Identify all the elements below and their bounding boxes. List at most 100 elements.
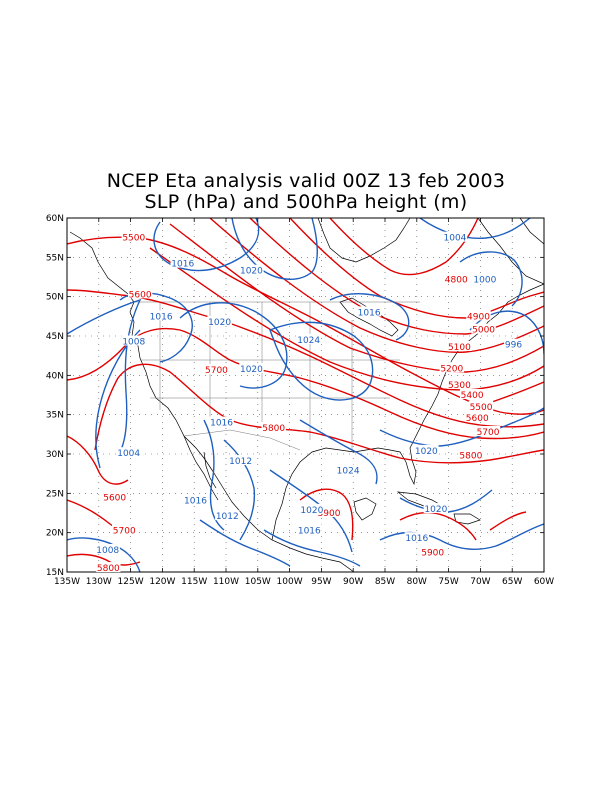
axis-ticks: 135W 130W 125W 120W 115W 110W 105W 100W 95W 90W 85… <box>46 214 554 587</box>
slp-contour-label-bg <box>215 510 240 521</box>
height-contour-label-bg <box>121 231 146 242</box>
height-contour-label-bg <box>465 411 490 422</box>
slp-contour-label: 1024 <box>337 467 360 477</box>
slp-contour-label: 1020 <box>300 506 323 516</box>
y-tick-label: 25N <box>46 489 64 499</box>
height-contour-label: 5600 <box>103 493 126 503</box>
slp-contour-label-bg <box>504 338 523 349</box>
slp-contour-label: 1016 <box>298 526 321 536</box>
x-tick-label: 115W <box>181 577 207 587</box>
x-tick-label: 100W <box>277 577 303 587</box>
slp-contour-label: 1020 <box>415 447 438 457</box>
x-tick-label: 60W <box>534 577 554 587</box>
height-contour-label-bg <box>459 389 485 399</box>
slp-contour-label-bg <box>183 494 208 505</box>
slp-1020-north <box>231 218 318 280</box>
slp-contour-label: 1020 <box>240 267 263 277</box>
y-tick-label: 15N <box>46 568 64 578</box>
height-contour-label-bg <box>420 546 445 557</box>
contour-5600-low <box>67 435 129 485</box>
y-tick-label: 40N <box>46 371 64 381</box>
height-contour-label: 5300 <box>448 381 471 391</box>
y-tick-label: 50N <box>46 293 64 303</box>
height-contour-label: 5500 <box>470 403 493 413</box>
slp-contour-label: 1008 <box>122 338 145 348</box>
slp-contour-label: 996 <box>505 341 522 351</box>
slp-contour-label-bg <box>228 455 253 466</box>
x-tick-label: 65W <box>502 577 522 587</box>
slp-contour-label: 1024 <box>297 336 320 346</box>
height-contour-label-bg <box>447 378 472 389</box>
slp-contour-label-bg <box>207 315 232 326</box>
height-contour-label: 5800 <box>262 424 285 434</box>
slp-1012-pac <box>199 519 291 567</box>
y-tick-label: 35N <box>46 411 64 421</box>
slp-contour-label: 1004 <box>444 234 467 244</box>
height-contour-label: 5600 <box>466 414 489 424</box>
height-contour-label: 5900 <box>318 509 341 519</box>
height-contour-label-bg <box>475 425 501 436</box>
labrador-coast <box>477 218 544 285</box>
slp-1016-lakes <box>329 293 410 341</box>
y-tick-label: 45N <box>46 332 64 342</box>
slp-1016-carib <box>263 529 361 567</box>
height-contour-label: 5500 <box>122 234 145 244</box>
slp-contour-label: 1020 <box>424 505 447 515</box>
contour-labels: 5500560057005800560057005800590059004800… <box>95 231 523 574</box>
slp-contour-label-bg <box>335 464 361 475</box>
slp-contour-label-bg <box>297 524 322 535</box>
height-contour-label: 5700 <box>477 428 500 438</box>
chart-title-line1: NCEP Eta analysis valid 00Z 13 feb 2003 <box>106 170 506 192</box>
x-tick-label: 120W <box>149 577 175 587</box>
slp-1024-central <box>269 321 374 401</box>
height-contour-label-bg <box>458 449 484 460</box>
height-contour-label-bg <box>96 562 121 573</box>
slp-contour-label: 1016 <box>150 312 173 322</box>
y-tick-label: 55N <box>46 253 64 263</box>
height-contour-label: 5700 <box>113 526 136 536</box>
slp-contour-label-bg <box>356 306 382 317</box>
height-contour-label: 5800 <box>97 564 120 574</box>
y-tick-label: 20N <box>46 529 64 539</box>
height-contour-label-bg <box>439 362 464 373</box>
x-tick-label: 105W <box>245 577 271 587</box>
x-tick-label: 80W <box>407 577 427 587</box>
contour-4900 <box>289 218 544 319</box>
contour-4800 <box>329 218 479 276</box>
slp-contour-label-bg <box>442 231 468 242</box>
slp-contour-label-bg <box>296 333 321 344</box>
political-borders <box>132 301 420 451</box>
x-tick-label: 95W <box>311 577 331 587</box>
north-america-west-coast <box>69 231 355 572</box>
height-contour-label-bg <box>261 422 286 433</box>
slp-contour-label-bg <box>423 503 449 514</box>
slp-1012-mex <box>223 439 256 541</box>
hudson-bay <box>317 218 411 263</box>
slp-contour-label: 1012 <box>229 457 252 467</box>
height-contour-label-bg <box>447 341 472 352</box>
height-contour-label-bg <box>466 310 491 321</box>
x-tick-label: 70W <box>470 577 490 587</box>
height-contour-label: 5200 <box>440 364 463 374</box>
contour-5100 <box>209 218 544 353</box>
x-tick-label: 90W <box>343 577 363 587</box>
y-tick-label: 60N <box>46 214 64 224</box>
height-contour-label-bg <box>204 363 229 374</box>
height-contour-label-bg <box>468 400 494 411</box>
height-contour-label: 5700 <box>205 366 228 376</box>
slp-contour-label-bg <box>121 335 146 346</box>
slp-contour-label: 1020 <box>240 365 263 375</box>
slp-contour-label: 1008 <box>96 546 119 556</box>
slp-contour-label-bg <box>209 416 234 427</box>
height-contour-label: 4800 <box>445 275 468 285</box>
height-contour-label: 5100 <box>448 343 471 353</box>
slp-contour-label: 1016 <box>405 534 428 544</box>
height-contour-label: 5900 <box>421 548 444 558</box>
height-contour-label-bg <box>127 288 153 299</box>
contour-5300 <box>149 247 544 391</box>
height-contour-label-bg <box>316 507 342 517</box>
slp-1004-ne <box>419 218 531 240</box>
slp-1020-west <box>179 302 288 389</box>
greenland-tip <box>519 218 544 245</box>
slp-contour-label-bg <box>148 310 174 321</box>
